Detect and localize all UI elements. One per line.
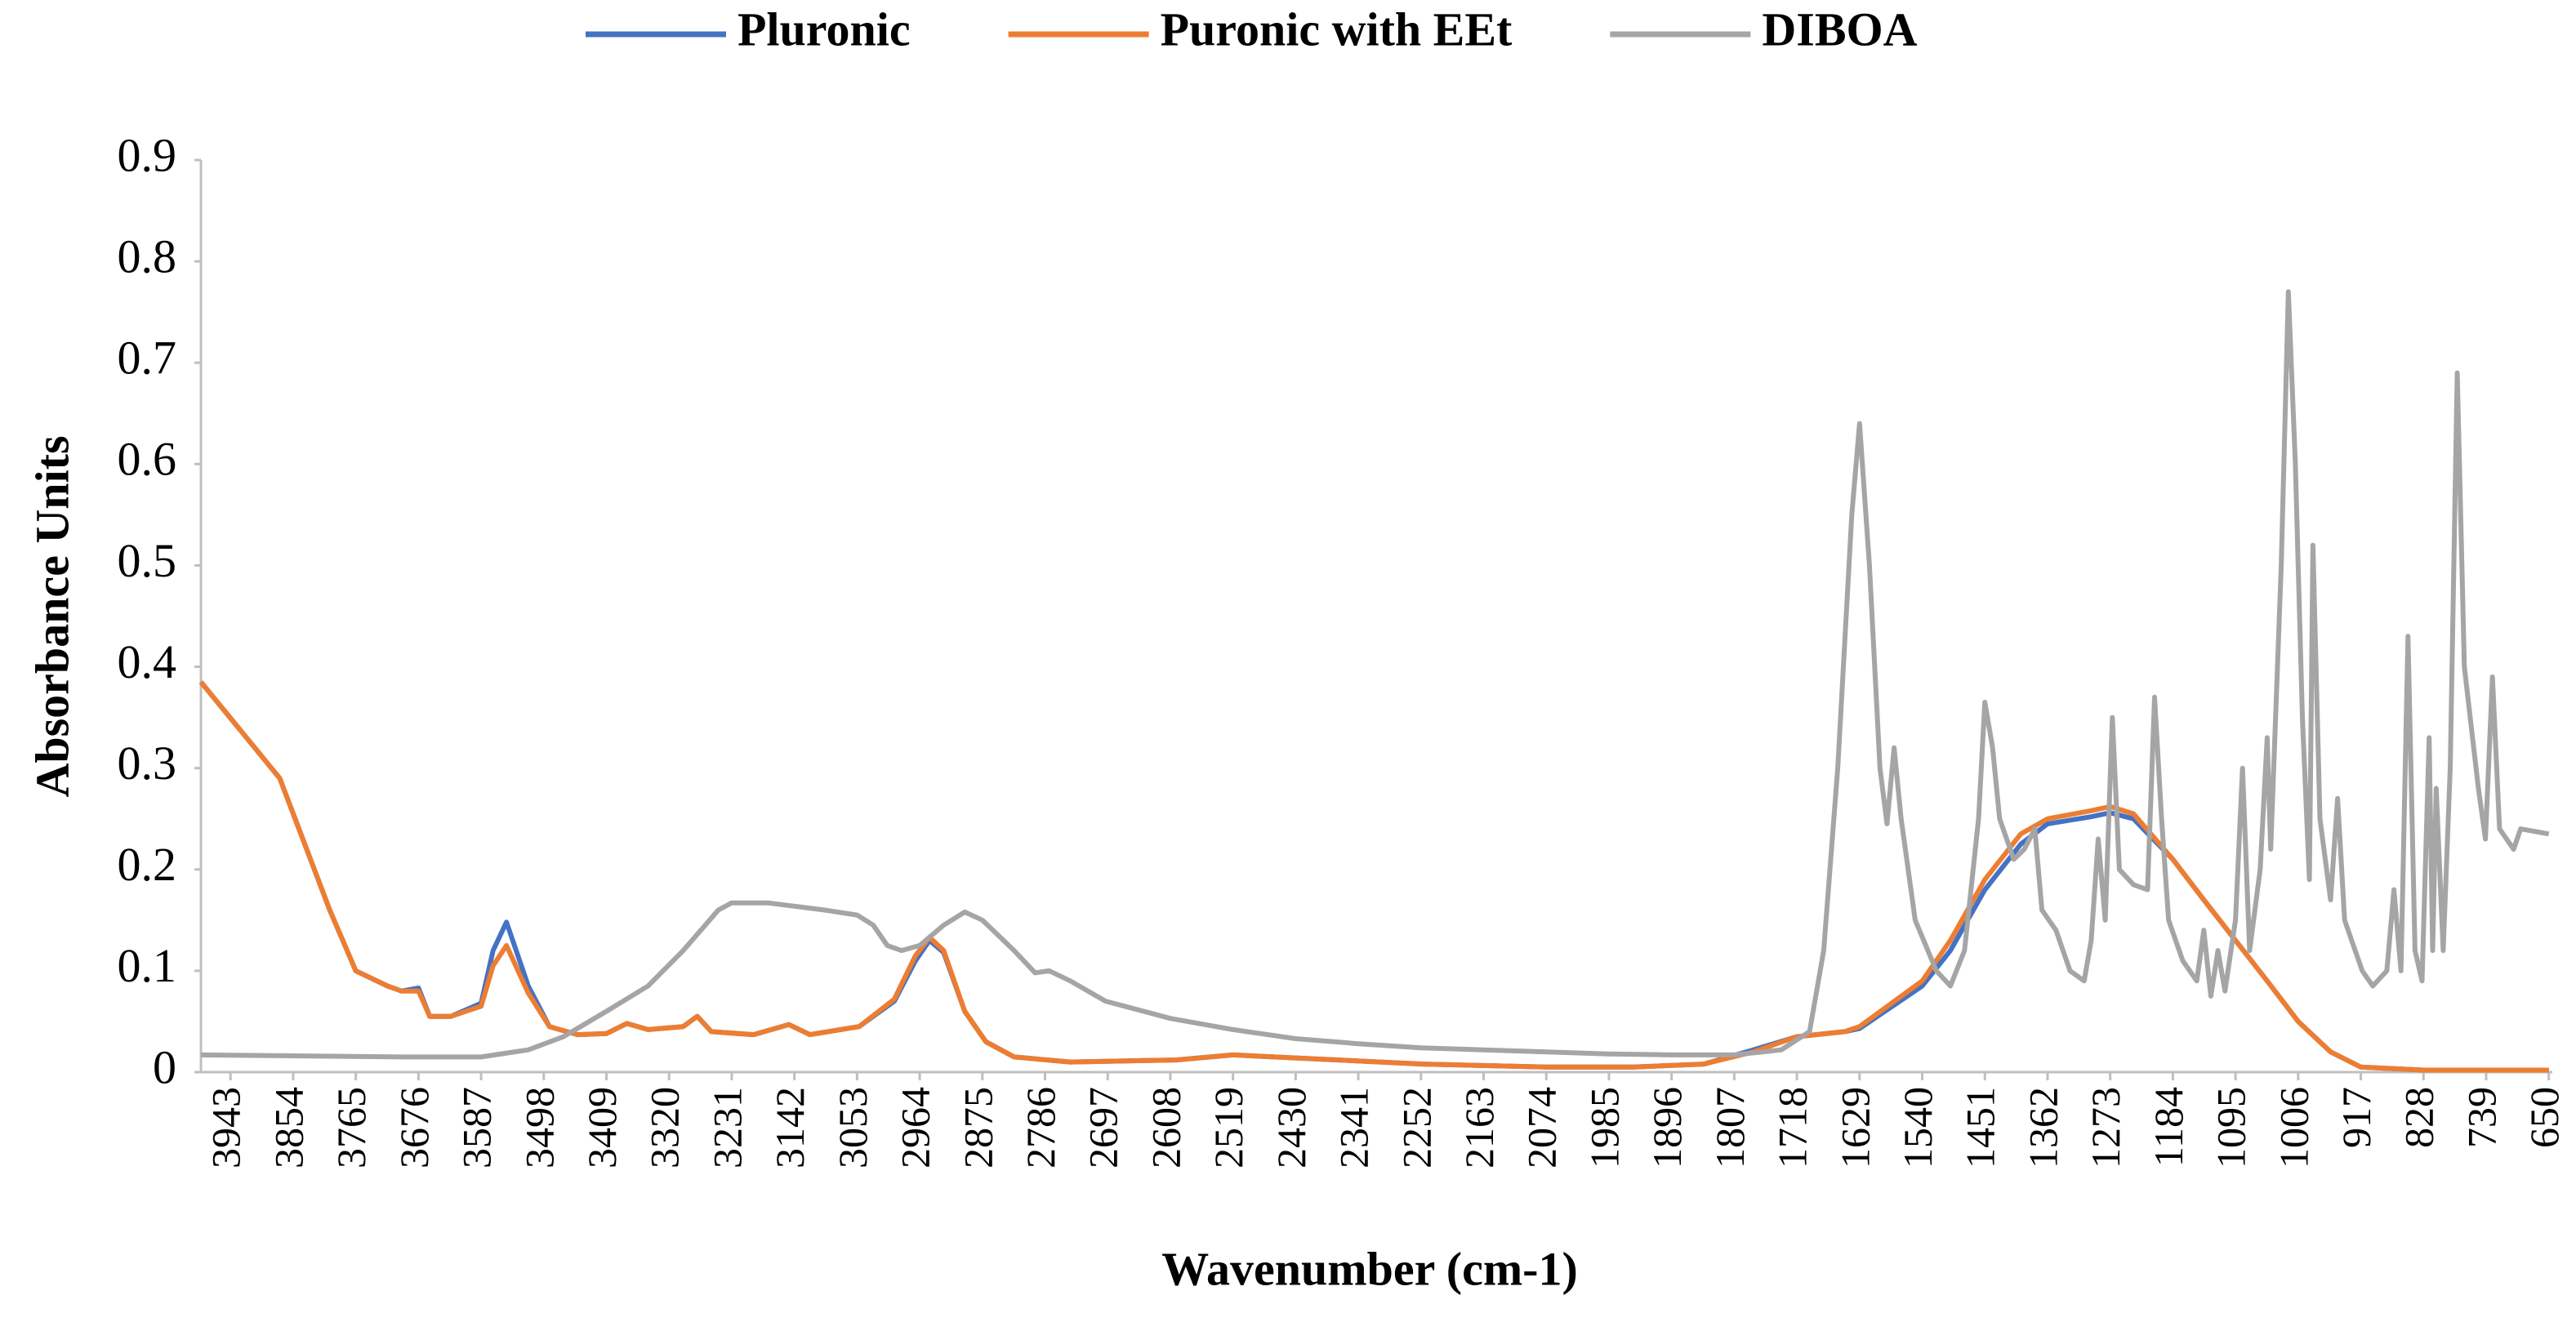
x-tick-label: 2519 — [1206, 1087, 1251, 1168]
y-tick-label: 0.7 — [118, 332, 177, 385]
x-tick-label: 2875 — [955, 1087, 1001, 1168]
x-tick-label: 1273 — [2083, 1087, 2128, 1168]
x-tick-label: 3498 — [516, 1087, 562, 1168]
x-tick-label: 2252 — [1393, 1087, 1439, 1168]
y-axis-title: Absorbance Units — [25, 435, 78, 797]
x-tick-label: 3943 — [203, 1087, 249, 1168]
x-tick-label: 2697 — [1081, 1087, 1126, 1168]
y-tick-label: 0 — [153, 1040, 176, 1093]
x-tick-label: 917 — [2333, 1087, 2379, 1148]
legend-label: Puronic with EEt — [1161, 2, 1513, 56]
x-tick-label: 3231 — [704, 1087, 750, 1168]
x-tick-label: 2163 — [1456, 1087, 1502, 1168]
series-line — [200, 289, 2550, 1060]
y-tick-label: 0.2 — [118, 838, 177, 891]
x-tick-label: 3409 — [579, 1087, 625, 1168]
x-tick-label: 1985 — [1581, 1087, 1627, 1168]
x-tick-label: 739 — [2458, 1087, 2504, 1148]
y-tick-label: 0.3 — [118, 737, 177, 790]
x-tick-label: 1184 — [2146, 1087, 2191, 1167]
x-tick-label: 1629 — [1832, 1087, 1878, 1168]
series-line — [198, 680, 2549, 1073]
x-tick-label: 1807 — [1707, 1087, 1753, 1168]
legend-label: DIBOA — [1762, 2, 1917, 56]
x-axis-title: Wavenumber (cm-1) — [1161, 1242, 1578, 1295]
y-tick-label: 0.4 — [118, 635, 177, 688]
x-tick-label: 2074 — [1519, 1087, 1565, 1168]
series-line — [198, 680, 2549, 1073]
x-tick-label: 2430 — [1268, 1087, 1314, 1168]
x-tick-label: 1362 — [2020, 1087, 2066, 1168]
x-tick-label: 650 — [2521, 1087, 2567, 1148]
x-tick-label: 2341 — [1331, 1087, 1377, 1168]
x-tick-label: 3587 — [454, 1087, 500, 1168]
y-tick-label: 0.1 — [118, 939, 177, 992]
x-tick-label: 3142 — [767, 1087, 813, 1168]
x-tick-label: 1095 — [2208, 1087, 2254, 1168]
y-tick-label: 0.5 — [118, 534, 177, 587]
x-tick-label: 3053 — [830, 1087, 876, 1168]
x-tick-label: 3765 — [328, 1087, 374, 1168]
x-tick-label: 1451 — [1958, 1087, 2003, 1168]
x-tick-label: 1540 — [1895, 1087, 1941, 1168]
x-tick-label: 1718 — [1770, 1087, 1816, 1168]
x-tick-label: 1896 — [1644, 1087, 1690, 1168]
x-tick-label: 1006 — [2271, 1087, 2316, 1168]
x-tick-label: 2608 — [1143, 1087, 1188, 1168]
y-tick-label: 0.8 — [118, 229, 177, 283]
x-tick-label: 2786 — [1018, 1087, 1063, 1168]
x-tick-label: 3854 — [265, 1087, 311, 1168]
x-tick-label: 3676 — [391, 1087, 437, 1168]
x-tick-label: 3320 — [642, 1087, 688, 1168]
y-tick-label: 0.6 — [118, 433, 177, 486]
x-tick-label: 2964 — [893, 1087, 938, 1168]
y-tick-label: 0.9 — [118, 128, 177, 181]
x-tick-label: 828 — [2396, 1087, 2442, 1148]
legend-label: Pluronic — [738, 2, 911, 56]
